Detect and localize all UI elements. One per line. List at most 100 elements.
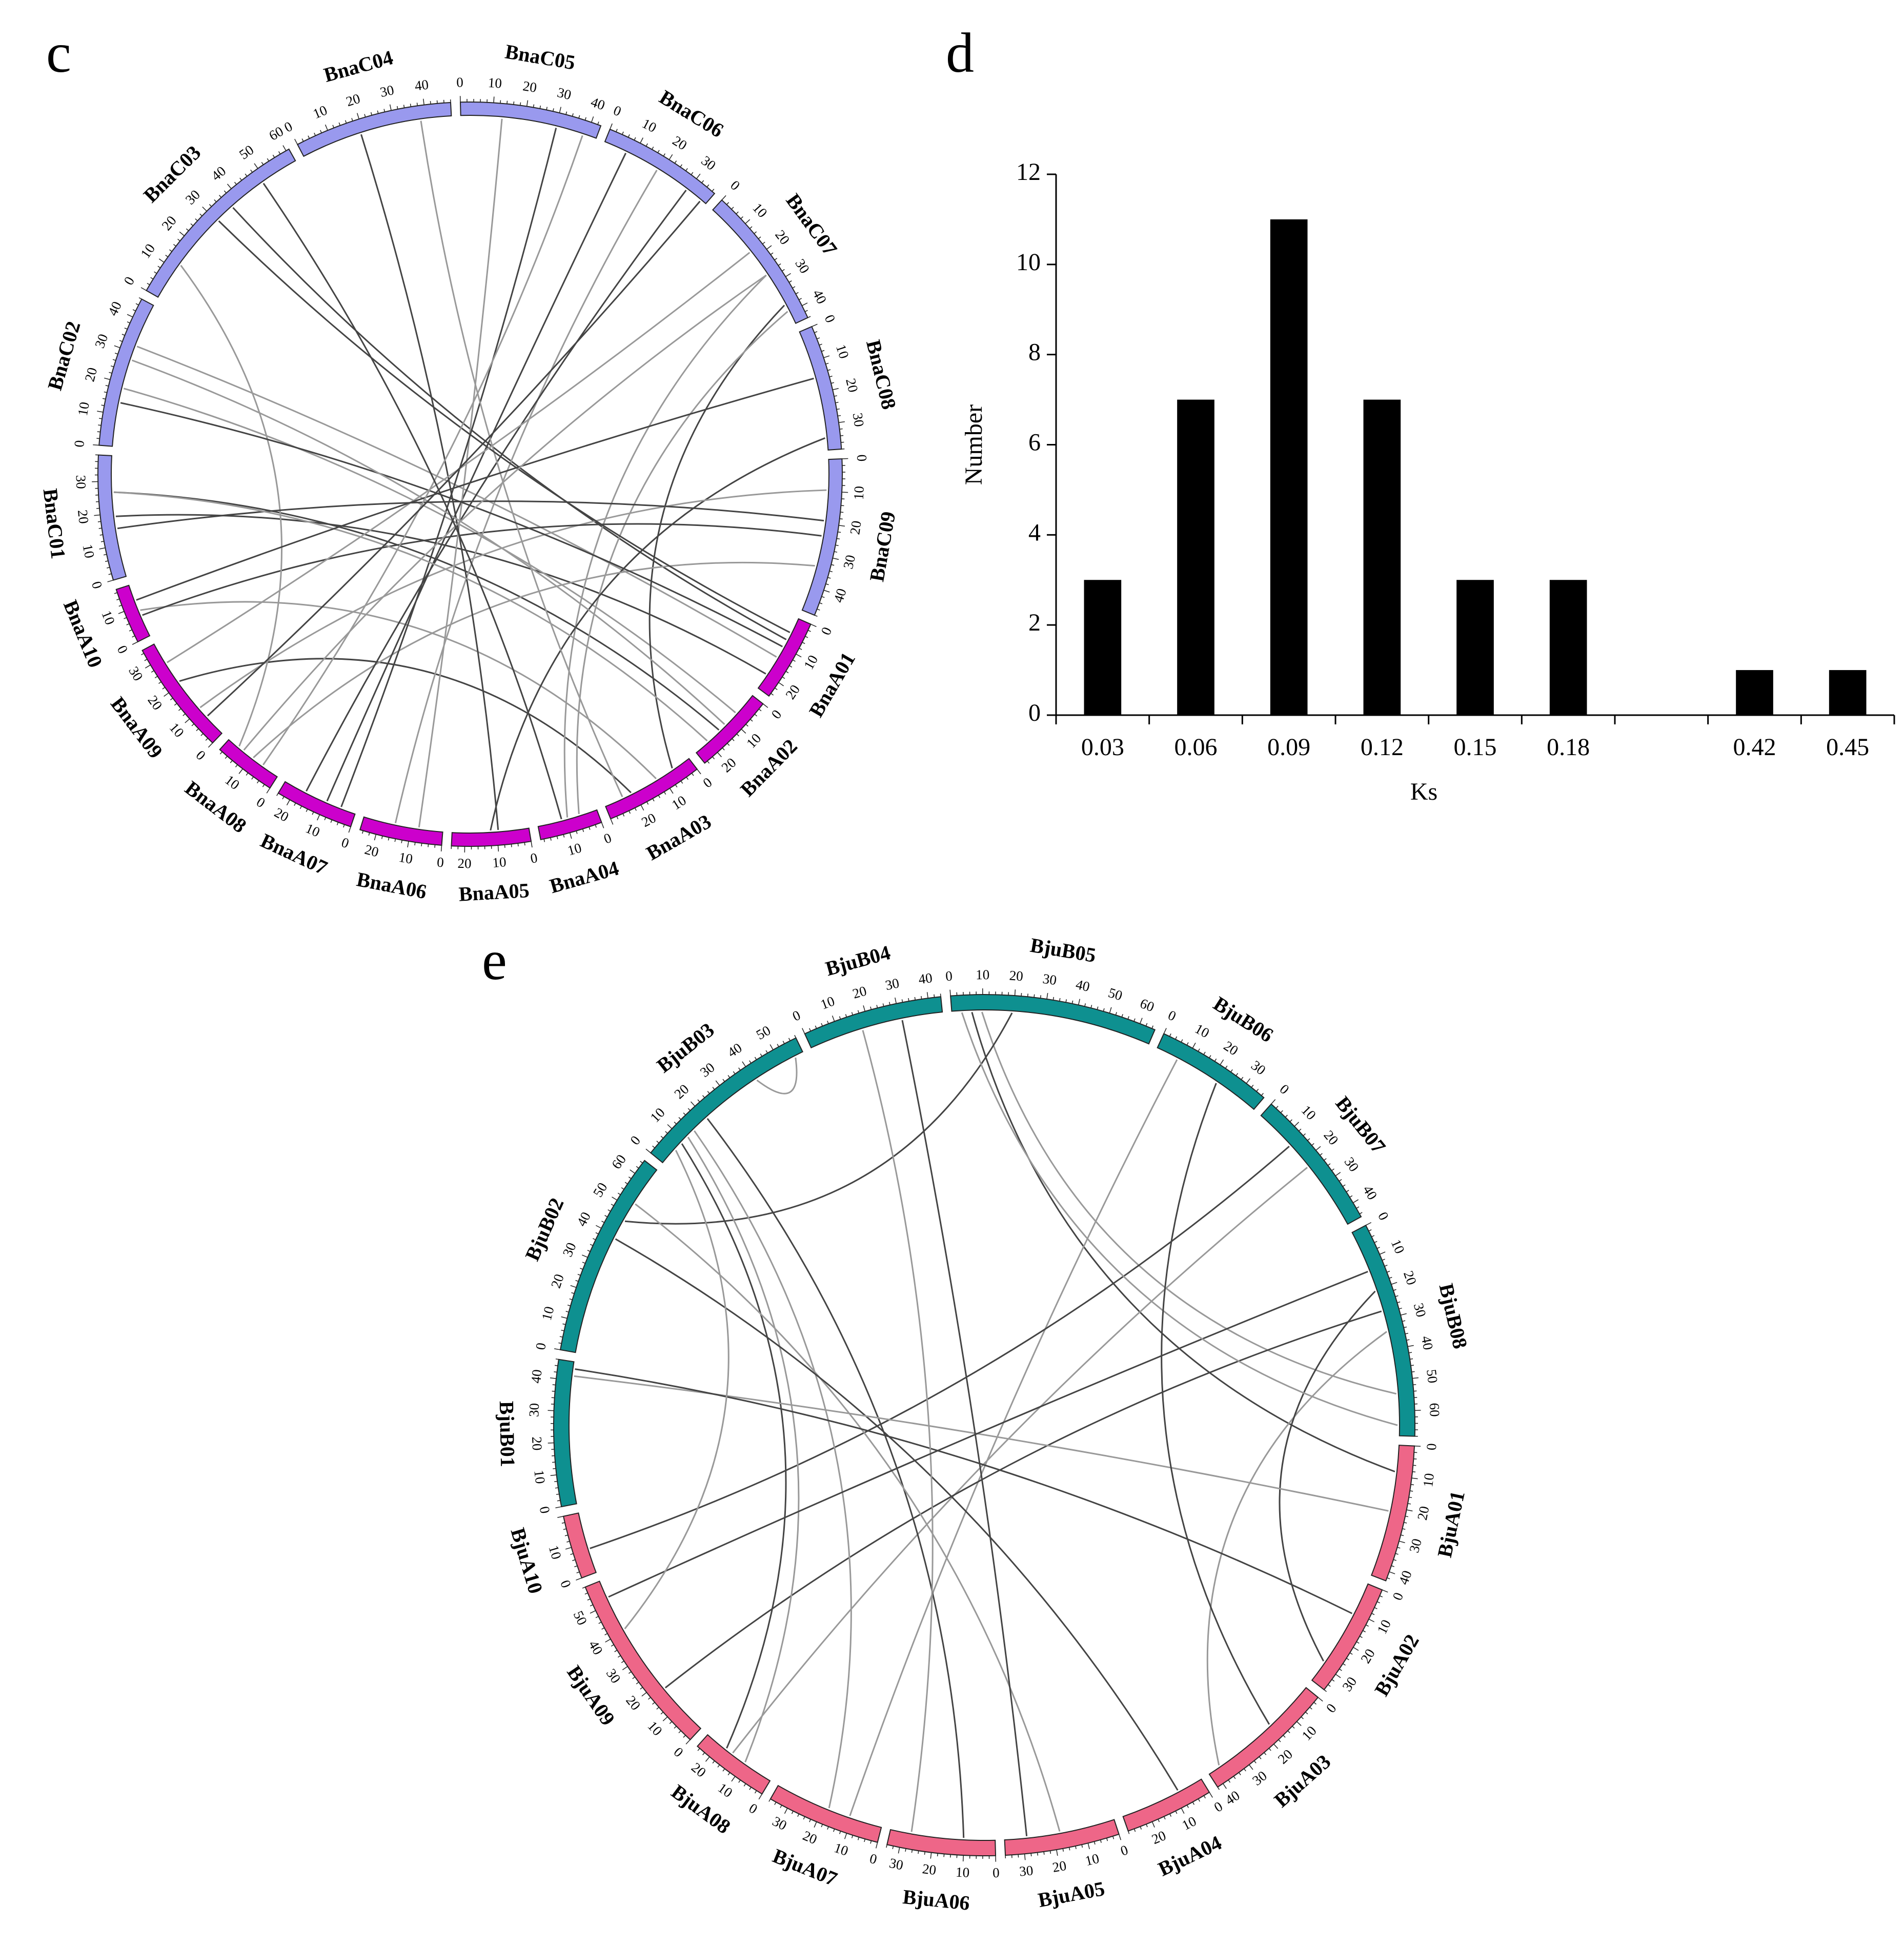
bar-ks-0-12 bbox=[1363, 399, 1401, 715]
tick-mark bbox=[611, 1644, 614, 1647]
tick-label-bnac04: 30 bbox=[379, 82, 396, 100]
tick-mark bbox=[114, 592, 117, 594]
tick-label-bnac08: 10 bbox=[833, 342, 852, 360]
tick-label-bjub01: 10 bbox=[531, 1469, 548, 1485]
tick-mark bbox=[574, 1565, 578, 1568]
tick-label-bnac09: 10 bbox=[851, 485, 867, 500]
tick-mark bbox=[324, 817, 327, 821]
tick-label-bjub03: 40 bbox=[724, 1040, 744, 1060]
tick-mark bbox=[325, 124, 328, 131]
chromosome-label-bnac01: BnaC01 bbox=[39, 487, 70, 560]
tick-mark bbox=[807, 630, 811, 632]
synteny-link bbox=[706, 1118, 965, 1838]
tick-mark bbox=[150, 277, 154, 280]
tick-mark bbox=[584, 1592, 588, 1595]
tick-mark bbox=[158, 258, 165, 263]
tick-mark bbox=[683, 1735, 686, 1738]
tick-mark bbox=[576, 1571, 580, 1574]
tick-mark bbox=[696, 173, 701, 179]
tick-mark bbox=[1181, 1039, 1183, 1043]
tick-mark bbox=[389, 104, 392, 111]
tick-mark bbox=[1163, 1816, 1166, 1820]
tick-mark bbox=[526, 100, 529, 107]
tick-mark bbox=[805, 636, 808, 638]
tick-mark bbox=[1078, 999, 1081, 1005]
tick-mark bbox=[1253, 1760, 1257, 1763]
tick-mark bbox=[1158, 1819, 1160, 1822]
tick-mark bbox=[364, 114, 366, 117]
tick-mark bbox=[821, 596, 825, 598]
tick-mark bbox=[1352, 1199, 1359, 1203]
tick-label-bjua01: 10 bbox=[1420, 1472, 1437, 1488]
chromosome-label-bjub06: BjuB06 bbox=[1209, 992, 1278, 1047]
tick-mark bbox=[702, 1095, 705, 1098]
tick-mark bbox=[1412, 1377, 1419, 1379]
tick-mark bbox=[1362, 1630, 1366, 1633]
tick-mark bbox=[1305, 1712, 1308, 1715]
tick-mark bbox=[428, 844, 429, 847]
tick-mark bbox=[1387, 1270, 1390, 1273]
tick-mark bbox=[738, 1779, 741, 1783]
synteny-link bbox=[262, 183, 562, 820]
tick-label-bnac02: 0 bbox=[71, 440, 87, 448]
synteny-link bbox=[418, 118, 503, 828]
tick-label-bnaa01: 10 bbox=[801, 653, 821, 672]
tick-mark bbox=[312, 812, 314, 815]
tick-mark bbox=[254, 163, 258, 169]
bar-ks-0-18 bbox=[1549, 580, 1587, 715]
tick-label-bnaa10: 0 bbox=[114, 643, 131, 656]
tick-label-bnaa07: 10 bbox=[303, 820, 322, 840]
tick-mark bbox=[1192, 1042, 1196, 1049]
chromosome-label-bnaa07: BnaA07 bbox=[257, 829, 331, 880]
tick-mark bbox=[733, 1071, 736, 1075]
tick-label-bjub03: 30 bbox=[697, 1060, 718, 1080]
tick-label-bjub06: 0 bbox=[1166, 1007, 1179, 1024]
tick-mark bbox=[782, 676, 785, 679]
tick-mark bbox=[788, 1038, 791, 1041]
tick-mark bbox=[407, 841, 409, 847]
tick-mark bbox=[145, 664, 151, 668]
bar-ks-0-45 bbox=[1829, 670, 1867, 715]
tick-mark bbox=[690, 1101, 696, 1107]
tick-mark bbox=[601, 822, 604, 828]
tick-mark bbox=[1384, 1265, 1388, 1267]
tick-mark bbox=[1139, 1018, 1143, 1024]
tick-label-bjub03: 0 bbox=[627, 1133, 643, 1148]
tick-label-bnac06: 10 bbox=[640, 115, 659, 135]
synteny-link bbox=[1279, 1290, 1376, 1661]
tick-mark bbox=[1323, 1158, 1327, 1161]
chromosome-arc-bnac02 bbox=[98, 298, 154, 447]
tick-mark bbox=[1209, 1792, 1213, 1798]
tick-mark bbox=[712, 1760, 715, 1763]
chromosome-arc-bnac03 bbox=[146, 148, 296, 298]
tick-mark bbox=[669, 1721, 673, 1724]
tick-label-bnac02: 20 bbox=[82, 366, 100, 383]
tick-label-bjub01: 0 bbox=[537, 1505, 553, 1515]
tick-mark bbox=[840, 435, 844, 436]
tick-label-bjua07: 10 bbox=[832, 1840, 850, 1859]
tick-mark bbox=[792, 286, 796, 289]
tick-mark bbox=[555, 1359, 559, 1360]
tick-mark bbox=[771, 693, 774, 696]
tick-mark bbox=[1209, 1055, 1211, 1059]
tick-mark bbox=[1309, 1707, 1312, 1710]
tick-label-bnac01: 30 bbox=[73, 475, 89, 489]
tick-mark bbox=[926, 992, 928, 999]
tick-mark bbox=[1112, 1836, 1115, 1839]
tick-mark bbox=[736, 734, 739, 737]
tick-mark bbox=[104, 554, 107, 556]
tick-mark bbox=[886, 1844, 887, 1848]
tick-mark bbox=[102, 398, 106, 400]
tick-mark bbox=[1052, 997, 1055, 1000]
tick-mark bbox=[823, 590, 830, 593]
tick-mark bbox=[388, 837, 390, 841]
tick-mark bbox=[712, 756, 715, 760]
chromosome-arc-bnaa05 bbox=[451, 827, 532, 847]
tick-label-bnac06: 20 bbox=[670, 133, 690, 153]
tick-mark bbox=[870, 1840, 872, 1844]
tick-mark bbox=[1374, 1607, 1378, 1609]
tick-mark bbox=[680, 164, 682, 168]
tick-mark bbox=[740, 216, 743, 219]
tick-mark bbox=[1034, 994, 1035, 998]
tick-mark bbox=[147, 282, 150, 286]
